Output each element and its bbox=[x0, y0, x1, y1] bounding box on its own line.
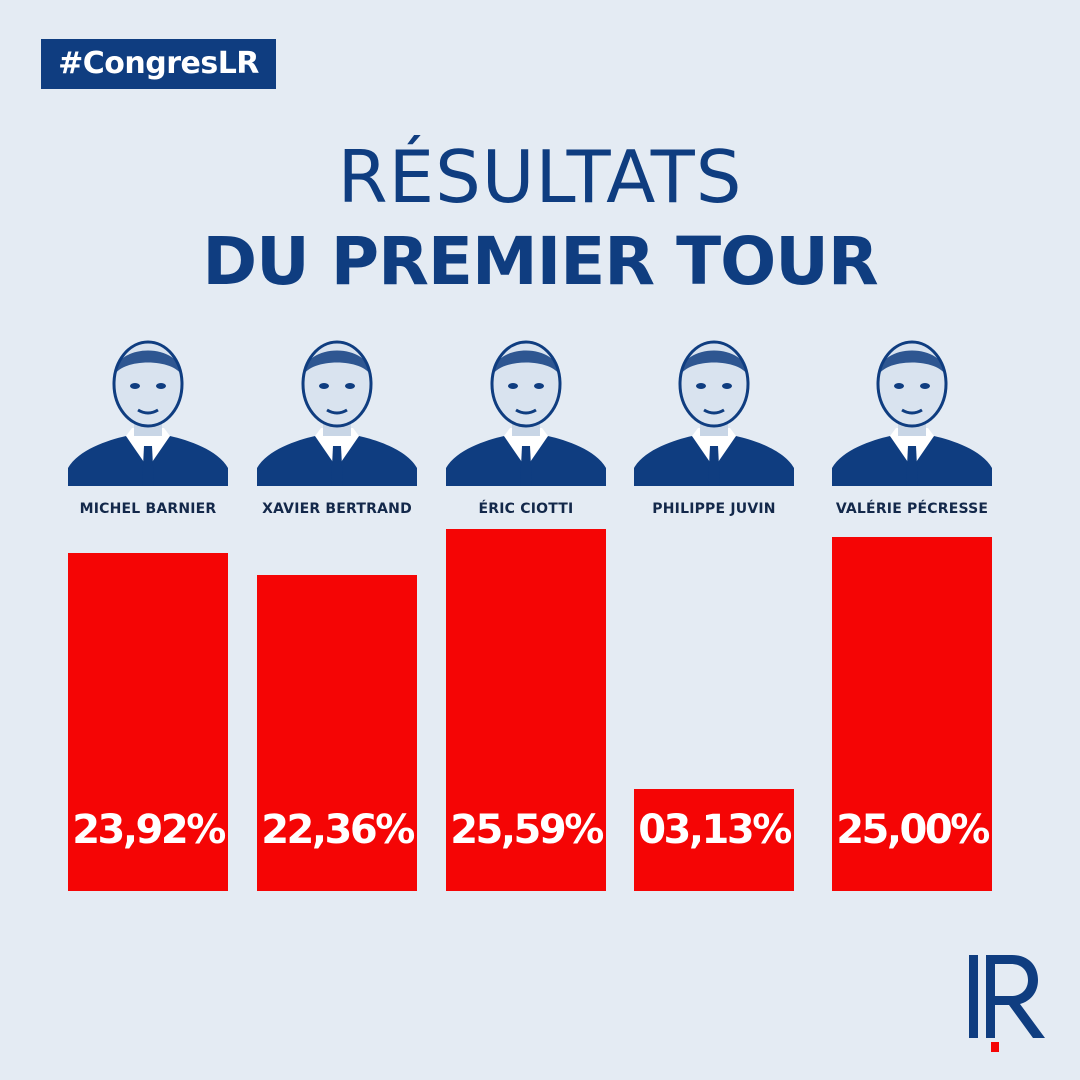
result-bar bbox=[446, 529, 606, 891]
candidate-portrait bbox=[257, 318, 417, 486]
candidate-name: MICHEL BARNIER bbox=[79, 501, 217, 517]
candidate-portrait bbox=[68, 318, 228, 486]
hashtag-badge: #CongresLR bbox=[41, 39, 276, 89]
candidate-name: ÉRIC CIOTTI bbox=[478, 501, 574, 517]
lr-logo bbox=[969, 955, 1045, 1052]
page-title-line2: DU PREMIER TOUR bbox=[202, 223, 878, 300]
bar-value-label: 25,59% bbox=[450, 807, 604, 853]
candidate-name: VALÉRIE PÉCRESSE bbox=[835, 501, 989, 517]
result-bar bbox=[68, 553, 228, 891]
candidate-portrait bbox=[446, 318, 606, 486]
result-bar bbox=[257, 575, 417, 891]
result-bar bbox=[832, 537, 992, 891]
candidate-portrait bbox=[832, 318, 992, 486]
bar-value-label: 23,92% bbox=[72, 807, 226, 853]
page-title-line1: RÉSULTATS bbox=[337, 135, 743, 219]
bar-value-label: 03,13% bbox=[638, 807, 792, 853]
candidate-name: PHILIPPE JUVIN bbox=[652, 501, 776, 517]
result-bar bbox=[634, 789, 794, 891]
bar-value-label: 25,00% bbox=[836, 807, 990, 853]
bar-value-label: 22,36% bbox=[261, 807, 415, 853]
candidate-name: XAVIER BERTRAND bbox=[262, 501, 412, 517]
candidate-portrait bbox=[634, 318, 794, 486]
